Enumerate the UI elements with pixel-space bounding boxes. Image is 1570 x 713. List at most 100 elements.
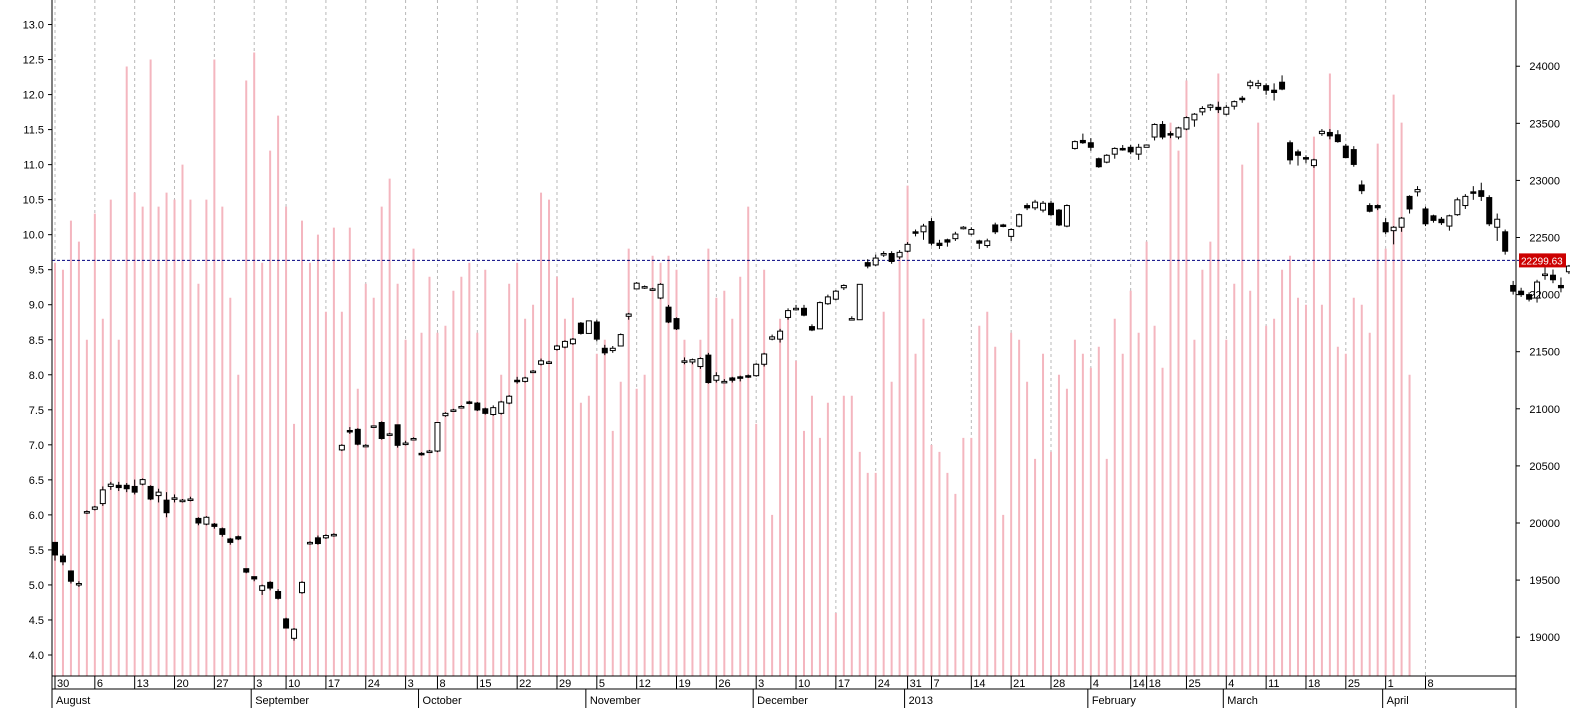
day-label: 10 — [288, 678, 300, 690]
candle-body — [403, 443, 408, 445]
candle — [554, 345, 559, 351]
candle-body — [985, 241, 990, 246]
candle-body — [1327, 132, 1332, 135]
candle — [889, 251, 894, 264]
left-tick-label: 13.0 — [23, 20, 44, 32]
candle-body — [1423, 209, 1428, 224]
candle — [1455, 198, 1460, 216]
candle-body — [578, 323, 583, 333]
right-tick-label: 19000 — [1529, 632, 1560, 644]
candle — [666, 305, 671, 323]
day-label: 12 — [639, 678, 651, 690]
candle-body — [164, 500, 169, 513]
candle-body — [825, 297, 830, 304]
month-label: August — [56, 695, 90, 707]
candle-body — [260, 586, 265, 591]
candle — [443, 412, 448, 417]
candle-body — [610, 348, 615, 350]
right-tick-label: 22000 — [1529, 290, 1560, 302]
candle — [578, 322, 583, 335]
candle-body — [1112, 148, 1117, 154]
month-label: November — [590, 695, 641, 707]
candle — [1072, 140, 1077, 149]
plot-area — [52, 0, 1516, 676]
day-label: 30 — [57, 678, 69, 690]
candle-body — [809, 327, 814, 330]
candle-body — [339, 445, 344, 450]
candle — [244, 569, 249, 574]
candle-body — [212, 524, 217, 526]
candle-body — [1463, 196, 1468, 205]
candle — [236, 536, 241, 541]
candle-body — [244, 569, 249, 572]
price-tag-label: 22299.63 — [1521, 256, 1563, 267]
candle — [754, 363, 759, 377]
candle — [323, 534, 328, 539]
candle-body — [1017, 215, 1022, 226]
candle-body — [666, 307, 671, 322]
candle — [570, 338, 575, 345]
candle-body — [443, 413, 448, 415]
month-label: October — [423, 695, 462, 707]
candle-body — [284, 619, 289, 628]
candle-body — [53, 542, 58, 555]
candle-body — [387, 434, 392, 436]
candle-body — [1519, 291, 1524, 294]
candle-body — [1248, 82, 1253, 85]
day-label: 24 — [878, 678, 890, 690]
candle-body — [84, 512, 89, 514]
candle — [1017, 214, 1022, 228]
candle — [1351, 146, 1356, 167]
candle — [1049, 201, 1054, 216]
candle — [284, 618, 289, 628]
day-label: 11 — [1268, 678, 1279, 690]
candle — [833, 290, 838, 300]
candle-body — [1264, 86, 1269, 91]
left-tick-label: 4.0 — [29, 650, 44, 662]
candle — [1519, 288, 1524, 297]
right-tick-label: 23500 — [1529, 118, 1560, 130]
day-label: 18 — [1149, 678, 1161, 690]
candle-body — [865, 263, 870, 266]
candle — [507, 395, 512, 404]
right-tick-label: 24000 — [1529, 61, 1560, 73]
left-tick-label: 5.0 — [29, 580, 44, 592]
day-label: 17 — [838, 678, 850, 690]
candle-body — [1495, 219, 1500, 227]
candle-body — [993, 225, 998, 232]
candle — [371, 426, 376, 428]
candle-body — [953, 234, 958, 239]
candle-body — [642, 287, 647, 289]
candle-body — [371, 426, 376, 428]
candle — [483, 408, 488, 415]
candle-body — [1447, 216, 1452, 226]
candle-body — [1208, 105, 1213, 107]
candle-body — [252, 577, 257, 579]
day-label: 3 — [408, 678, 414, 690]
candle-body — [1383, 223, 1388, 232]
candle-body — [1056, 210, 1061, 225]
candle-body — [100, 490, 105, 504]
month-label: February — [1092, 695, 1137, 707]
candle-body — [1558, 285, 1563, 287]
candle-body — [570, 339, 575, 344]
candle-body — [1407, 196, 1412, 209]
candle-body — [889, 254, 894, 262]
candle-body — [1359, 185, 1364, 191]
day-label: 3 — [256, 678, 262, 690]
candle-body — [1080, 140, 1085, 142]
candle-body — [1296, 152, 1301, 155]
candle — [1566, 265, 1570, 274]
candle-body — [499, 402, 504, 413]
candle — [435, 423, 440, 453]
candle-body — [969, 230, 974, 235]
candle — [929, 218, 934, 245]
candle-body — [1303, 158, 1308, 160]
right-tick-label: 21000 — [1529, 404, 1560, 416]
candle-body — [1160, 124, 1165, 137]
candle-body — [1566, 266, 1570, 272]
candle-body — [562, 341, 567, 347]
candle — [1176, 127, 1181, 140]
candle-body — [1136, 147, 1141, 154]
candle-body — [435, 423, 440, 452]
